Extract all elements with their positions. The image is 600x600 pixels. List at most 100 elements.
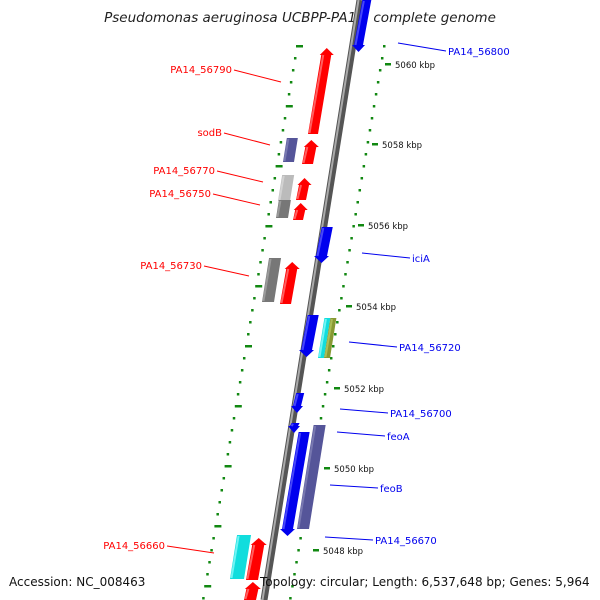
gene-gray [262,258,282,302]
accession-text: Accession: NC_008463 [9,575,146,589]
gene-label: feoA [387,432,410,443]
coverage-dot [380,57,384,60]
gene-sheen [297,425,317,529]
coverage-dot [251,309,254,312]
gene-reverse [302,140,319,164]
gene-sheen [246,544,256,580]
gene-sheen [293,209,299,220]
ruler-label: 5050 kbp [334,465,374,475]
gene-label: PA14_56800 [448,47,510,58]
coverage-dot [222,477,226,480]
coverage-dot [220,489,224,492]
ruler-tick [346,305,352,308]
coverage-dot [366,141,370,144]
ruler-label: 5048 kbp [323,547,363,557]
genome-backbone [260,0,364,600]
leader-line [212,193,261,206]
gene-sheen [290,423,294,427]
coverage-dot [340,297,343,300]
gene-sheen [296,184,302,200]
coverage-dot [296,45,303,48]
gene-sheen [293,393,299,407]
coverage-dot [204,585,212,588]
gene-sheen [282,432,302,530]
coverage-dot [287,93,291,96]
coverage-dot [228,441,232,444]
coverage-dot [257,273,260,276]
gene-sheen [280,268,290,304]
coverage-dot [358,189,362,192]
coverage-dot [263,237,266,240]
coverage-dot [346,261,349,264]
ruler-label: 5056 kbp [368,222,408,232]
gene-label: PA14_56700 [390,409,452,420]
coverage-dot [329,357,333,360]
coverage-dot [338,309,341,312]
gene-cyan [230,535,252,579]
coverage-dot [362,165,366,168]
coverage-dot [212,537,215,540]
gene-sheen [244,588,250,600]
gene-label: PA14_56770 [153,166,215,177]
gene-sheen [302,146,309,164]
coverage-dot [273,177,277,180]
coverage-dot [267,213,270,216]
coverage-dot [208,561,211,564]
ruler-tick [372,143,378,146]
coverage-dot [206,573,209,576]
leader-line [336,431,386,437]
ruler-label: 5052 kbp [344,385,384,395]
gene-features [230,0,372,600]
gene-reverse [280,262,300,304]
coverage-dot [376,81,380,84]
gene-label: iciA [412,254,430,265]
gene-label: PA14_56670 [375,536,437,547]
coverage-dot [383,45,386,48]
coverage-dot [253,297,256,300]
gene-sheen [316,227,325,257]
gene-sheen [324,318,333,358]
gene-forward [314,227,333,263]
ruler-tick [334,387,340,390]
ruler-label: 5054 kbp [356,303,396,313]
gene-sheen [308,54,325,134]
coverage-dot [293,57,297,60]
gene-reverse [308,48,334,134]
coverage-dot [240,369,244,372]
gene-label: PA14_56660 [103,541,165,552]
coverage-dot [214,525,222,528]
coverage-dot [291,69,295,72]
coverage-dot [364,153,368,156]
gene-label: feoB [380,484,403,495]
coverage-dot [370,117,374,120]
gene-forward [291,393,305,413]
coverage-dot [356,201,359,204]
map-title: Pseudomonas aeruginosa UCBPP-PA14, compl… [104,10,496,26]
coverage-dot [281,129,285,132]
coverage-dot [293,573,296,576]
gene-sheen [301,315,311,351]
coverage-dot [325,381,329,384]
ruler-tick [385,63,391,66]
coverage-dot [210,549,213,552]
coverage-dot [327,369,331,372]
coverage-dot [238,381,242,384]
gene-reverse [246,538,267,580]
coverage-dot [232,417,236,420]
coverage-dot [374,93,378,96]
coverage-dot [352,225,355,228]
gene-reverse [296,178,312,200]
coverage-dot [269,201,272,204]
backbone-shadow [260,0,364,600]
gene-sheen [283,138,290,162]
coverage-dot [342,285,345,288]
coverage-dot [249,321,252,324]
coverage-dot [202,597,205,600]
ruler-tick [324,467,330,470]
coverage-dot [245,345,252,348]
coverage-dot [234,405,242,408]
leader-line [223,132,271,146]
gene-reverse [244,582,261,600]
gene-sheen [276,200,282,218]
